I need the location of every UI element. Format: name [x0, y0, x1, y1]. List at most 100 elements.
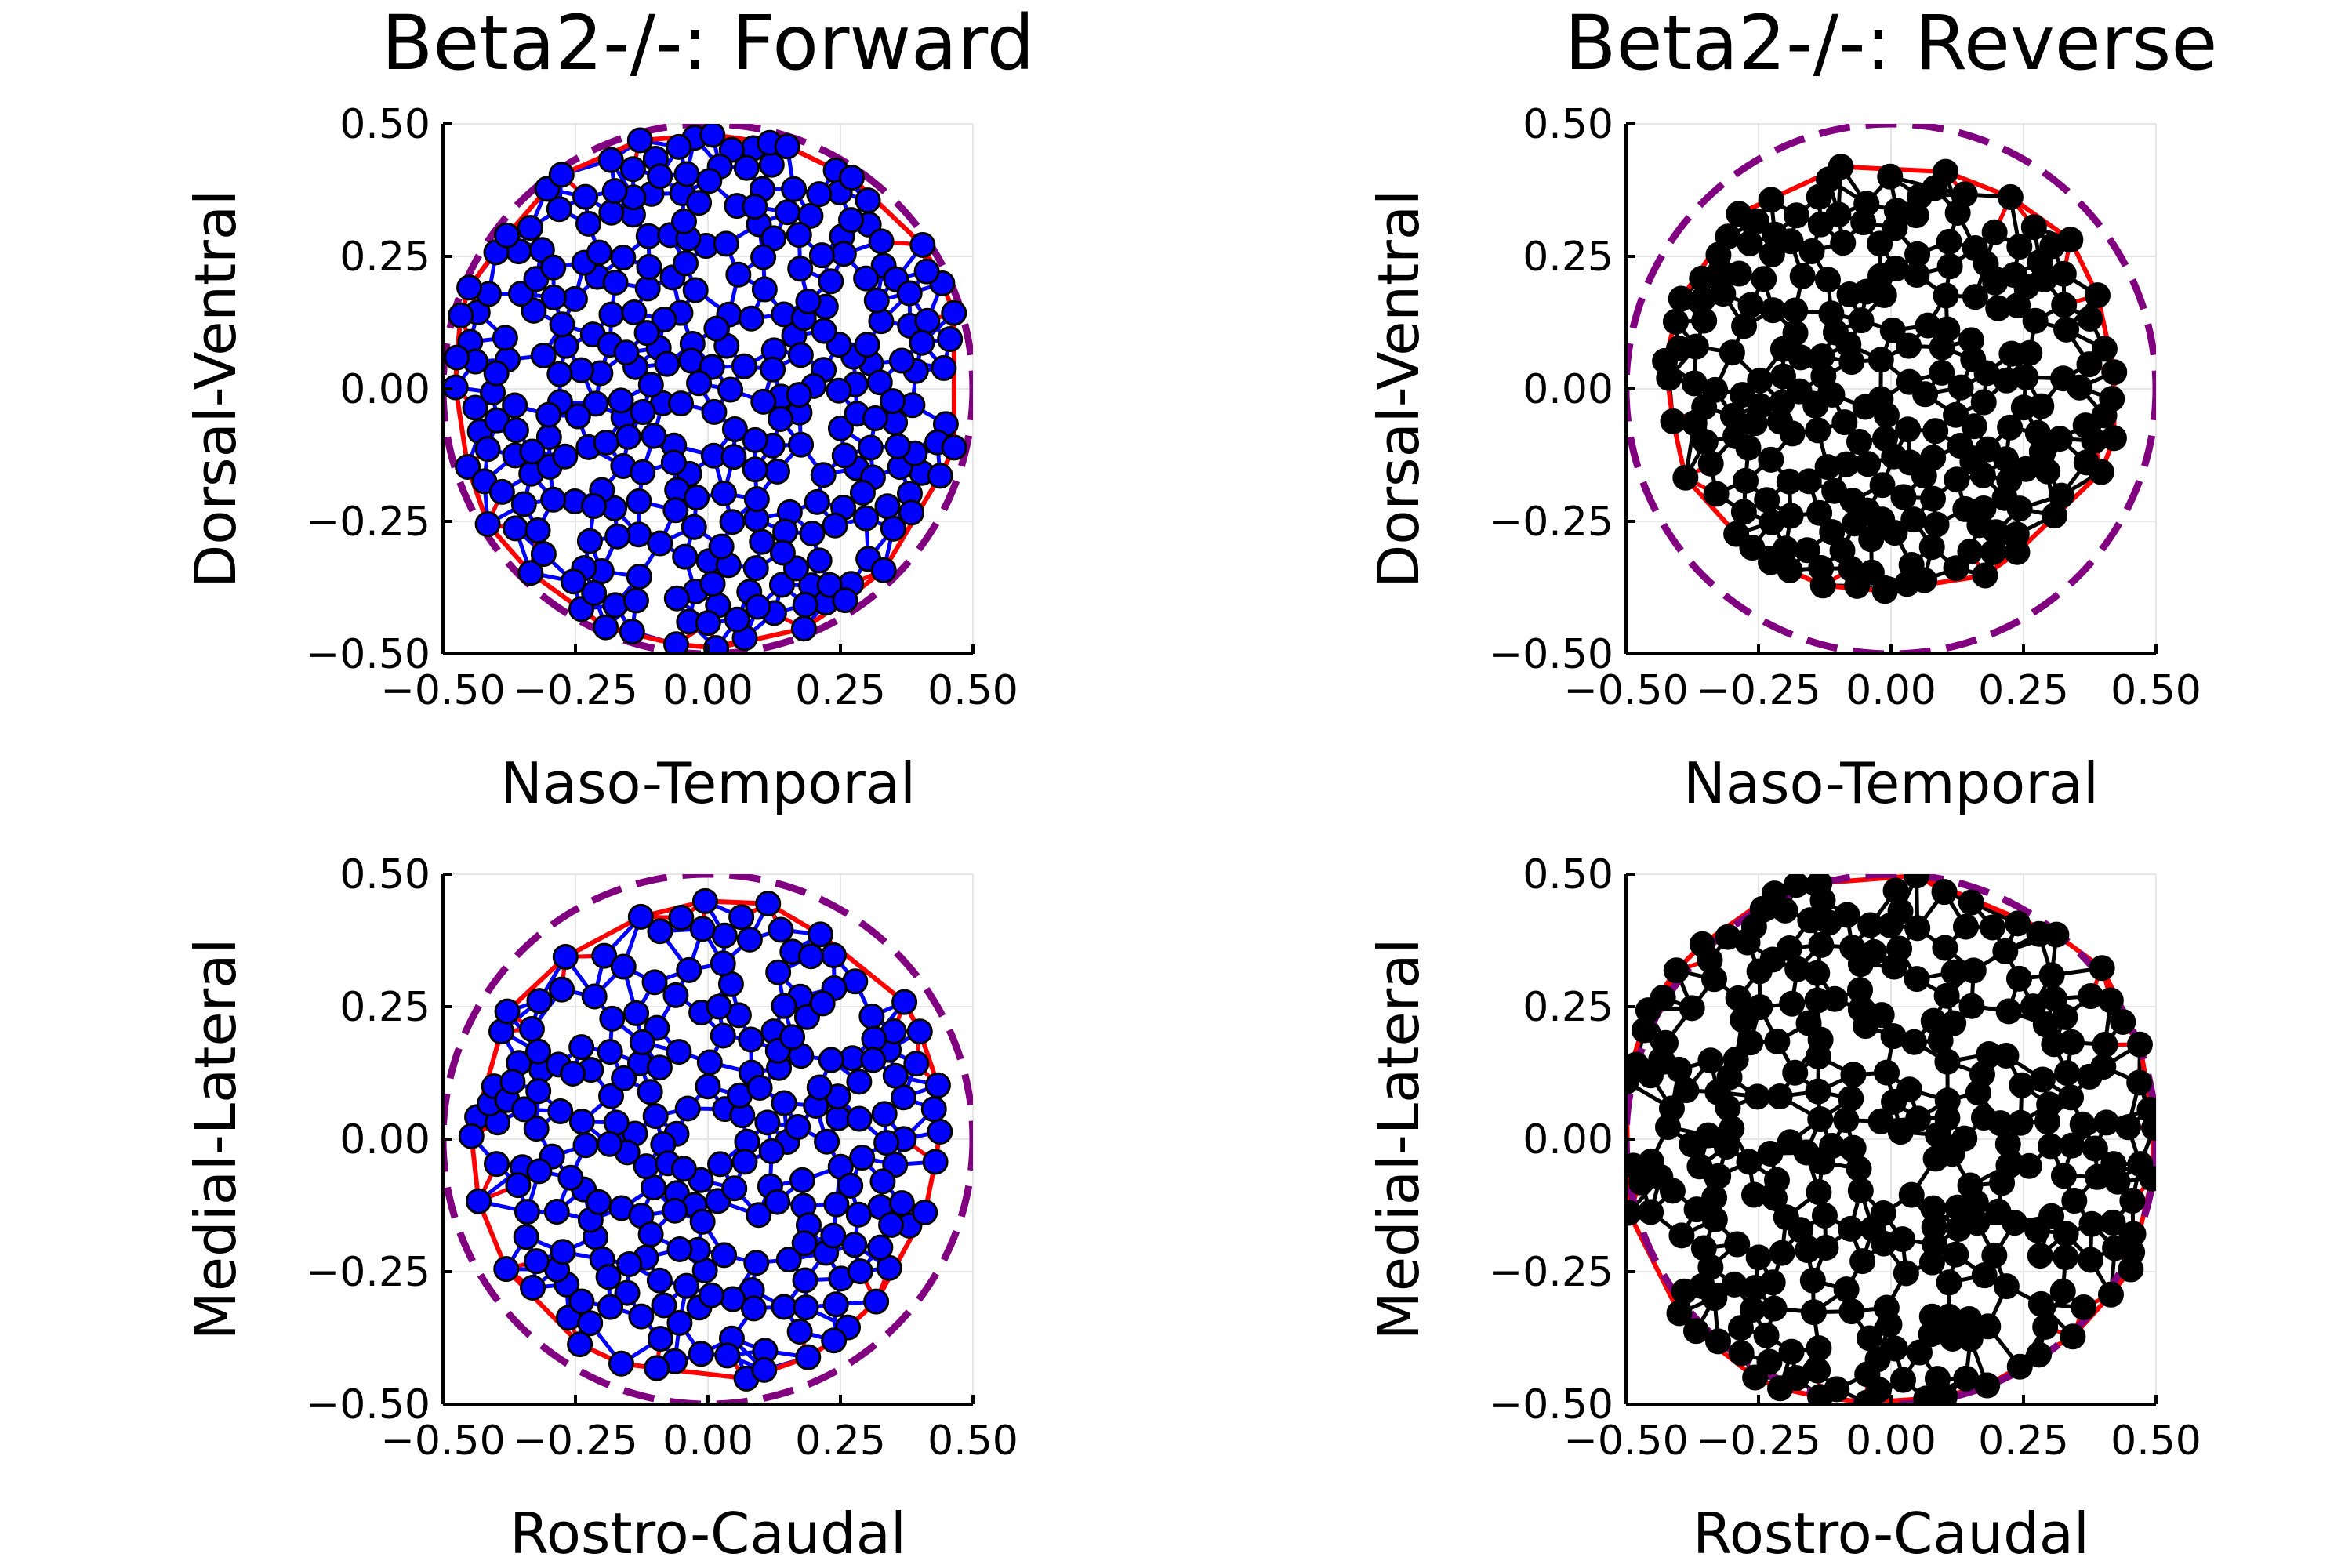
network-node	[816, 572, 843, 598]
network-node	[1867, 230, 1893, 257]
network-node	[1745, 1244, 1772, 1271]
network-node	[568, 357, 594, 383]
network-node	[2024, 419, 2051, 446]
network-node	[1993, 1273, 2020, 1300]
boundary-edge	[564, 914, 642, 960]
network-node	[598, 199, 625, 226]
network-node	[642, 1103, 669, 1130]
network-node	[1913, 1385, 1940, 1404]
network-node	[1813, 1234, 1839, 1261]
network-node	[858, 1003, 885, 1029]
network-node	[591, 942, 618, 969]
network-node	[524, 1038, 551, 1065]
network-node	[1715, 1094, 1741, 1121]
network-node	[1854, 497, 1881, 524]
network-node	[1864, 1346, 1891, 1373]
network-node	[627, 903, 654, 930]
network-node	[448, 302, 474, 328]
network-node	[746, 1074, 773, 1101]
network-node	[937, 326, 964, 353]
network-node	[1944, 466, 1970, 493]
network-node	[1960, 957, 1987, 984]
network-node	[863, 1288, 890, 1315]
network-node	[765, 959, 792, 985]
network-node	[2053, 1221, 2079, 1247]
network-node	[807, 921, 833, 948]
network-node	[586, 239, 612, 266]
network-node	[1904, 261, 1930, 288]
network-node	[920, 1096, 947, 1123]
network-node	[808, 242, 835, 269]
y-tick-label: 0.25	[1523, 234, 1613, 281]
network-node	[2101, 359, 2128, 386]
network-node	[1970, 389, 1997, 416]
network-node	[2102, 1235, 2129, 1261]
network-node	[746, 1202, 772, 1229]
network-node	[602, 592, 629, 619]
network-node	[2034, 458, 2061, 485]
network-node	[1893, 1260, 1919, 1287]
network-node	[494, 222, 521, 249]
network-node	[1933, 282, 1959, 309]
network-node	[891, 1084, 917, 1111]
network-node	[1727, 1315, 1754, 1341]
network-node	[711, 922, 738, 949]
network-node	[738, 1026, 764, 1053]
network-node	[1965, 1080, 1991, 1106]
network-node	[809, 990, 836, 1017]
network-node	[775, 1247, 802, 1273]
network-node	[806, 1074, 833, 1101]
network-node	[849, 1145, 876, 1171]
network-node	[626, 521, 652, 548]
network-node	[755, 891, 782, 917]
network-node	[483, 360, 510, 387]
network-node	[1672, 464, 1699, 491]
network-node	[1789, 263, 1816, 289]
panel-reverse-bottom: −0.50−0.50−0.25−0.250.000.000.250.250.50…	[1366, 851, 2201, 1566]
network-node	[1943, 555, 1969, 582]
network-node	[1647, 1163, 1674, 1190]
network-node	[740, 1295, 767, 1322]
network-node	[1906, 1339, 1933, 1366]
network-node	[1719, 1115, 1745, 1142]
network-node	[1728, 1340, 1755, 1367]
network-node	[2041, 985, 2067, 1012]
network-node	[647, 1326, 673, 1352]
network-node	[786, 222, 812, 249]
network-node	[2078, 1210, 2105, 1237]
y-tick-label: −0.50	[1489, 631, 1613, 678]
network-node	[637, 1079, 663, 1105]
network-node	[1758, 446, 1784, 473]
network-node	[1853, 191, 1880, 217]
network-node	[455, 453, 481, 480]
network-node	[670, 208, 697, 234]
network-node	[633, 320, 660, 347]
network-node	[2071, 1294, 2097, 1320]
network-node	[647, 163, 673, 190]
boundary-edge	[453, 387, 470, 467]
network-node	[1936, 1269, 1962, 1296]
network-node	[823, 1191, 850, 1218]
network-node	[896, 280, 923, 307]
network-node	[1920, 1195, 1947, 1221]
network-node	[927, 1119, 953, 1145]
network-node	[1929, 359, 1955, 386]
network-node	[2100, 1151, 2127, 1178]
network-node	[1867, 1108, 1894, 1134]
network-node	[827, 415, 854, 441]
network-node	[868, 308, 895, 335]
network-node	[717, 376, 744, 403]
network-node	[593, 614, 619, 641]
x-tick-label: 0.50	[927, 1417, 1018, 1465]
network-node	[1877, 163, 1904, 190]
network-node	[909, 329, 935, 356]
network-node	[666, 1039, 692, 1065]
network-node	[1769, 363, 1796, 390]
network-node	[513, 1224, 539, 1250]
network-node	[2110, 1008, 2136, 1035]
network-node	[1951, 181, 1978, 208]
network-node	[2048, 482, 2074, 509]
network-node	[781, 176, 808, 202]
network-node	[758, 1138, 785, 1164]
network-node	[1828, 154, 1854, 180]
